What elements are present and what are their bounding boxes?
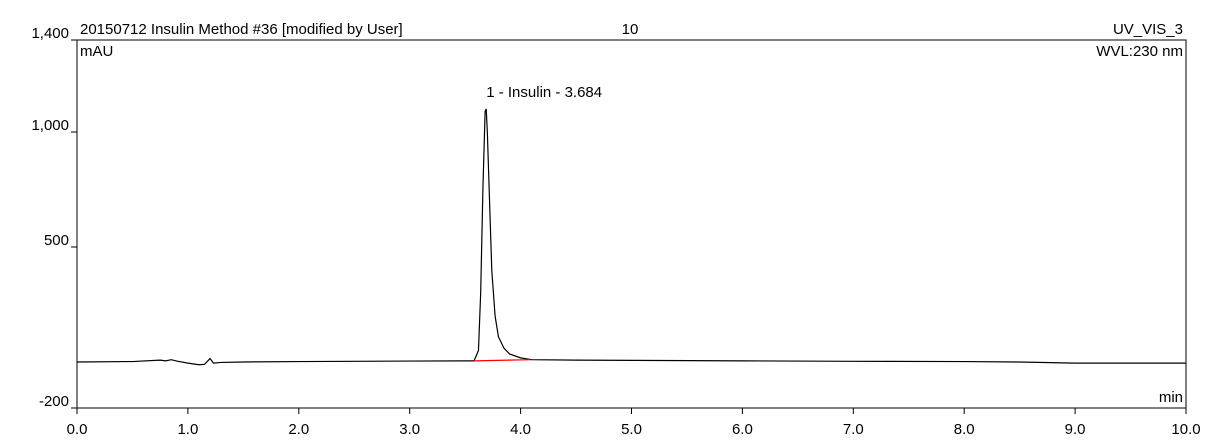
series-line [76, 108, 1186, 366]
y-tick-label: 1,400 [31, 25, 69, 42]
plot-frame [76, 39, 1187, 409]
channel-label: UV_VIS_3 [1113, 21, 1183, 38]
y-tick-label: 1,000 [31, 117, 69, 134]
injection-number: 10 [622, 21, 639, 38]
x-axis-label: min [1159, 389, 1183, 406]
x-tick-label: 5.0 [621, 421, 642, 438]
series-line [474, 359, 531, 362]
x-tick-label: 0.0 [67, 421, 88, 438]
chart-title: 20150712 Insulin Method #36 [modified by… [80, 21, 403, 38]
y-tick-label: 500 [44, 232, 69, 249]
y-tick-label: -200 [39, 393, 69, 410]
peak-annotation: 1 - Insulin - 3.684 [486, 84, 602, 101]
x-tick-label: 10.0 [1171, 421, 1200, 438]
x-tick-label: 9.0 [1065, 421, 1086, 438]
x-tick-label: 2.0 [288, 421, 309, 438]
x-tick-label: 8.0 [954, 421, 975, 438]
x-tick-label: 7.0 [843, 421, 864, 438]
x-tick-label: 4.0 [510, 421, 531, 438]
wavelength-label: WVL:230 nm [1096, 43, 1183, 60]
x-tick-label: 6.0 [732, 421, 753, 438]
x-tick-label: 1.0 [177, 421, 198, 438]
x-tick-label: 3.0 [399, 421, 420, 438]
y-axis-label: mAU [80, 43, 113, 60]
